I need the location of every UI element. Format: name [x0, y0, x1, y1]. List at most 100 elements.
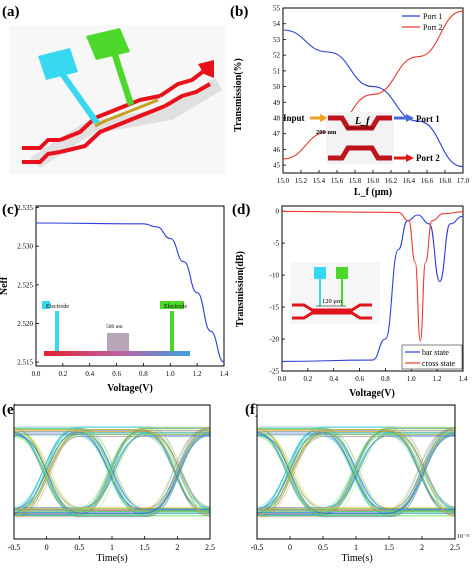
eye-e-xtick-label: 2 [175, 543, 179, 552]
chart-c-xtick-label: 0.0 [32, 370, 41, 378]
chart-b-xtick-label: 15.0 [277, 177, 290, 185]
chart-c-xtick-label: 0.4 [85, 370, 94, 378]
inset-stem-cyan [319, 279, 321, 306]
chart-b-ytick-label: 51 [273, 67, 281, 75]
inset-port2-arrowhead [406, 154, 414, 162]
chart-d-ytick-label: -15 [270, 304, 280, 312]
chart-b-xtick-label: 17.0 [457, 177, 470, 185]
eye-e-xtick-label: 0.5 [74, 543, 84, 552]
inset-port2-label: Port 2 [416, 153, 440, 163]
chart-b-xtick-label: 16.6 [421, 177, 434, 185]
inset-input-label: Input [283, 113, 305, 123]
legend-label-port1: Port 1 [423, 12, 442, 21]
xlabel-b: L_f (μm) [354, 187, 392, 198]
series-group-c [36, 223, 224, 362]
xlabel-c: Voltage(V) [107, 383, 153, 394]
chart-d-xtick-label: 0.4 [329, 375, 338, 383]
ylabel-b: Transmission(%) [233, 58, 244, 132]
chart-b-xtick-label: 15.8 [349, 177, 362, 185]
legend-label-cross-state: cross state [422, 359, 456, 368]
chart-b-xtick-label: 15.6 [331, 177, 344, 185]
eye-f-xtick-label: 1 [354, 543, 358, 552]
panel-b: (b) 15.0 15.2 15.4 15.6 15.8 16.0 16.2 16.4 16.6… [230, 4, 470, 198]
chart-b-xtick-label: 16.2 [385, 177, 398, 185]
chart-b-xtick-label: 15.4 [313, 177, 326, 185]
eye-f-xtick-label: 1.5 [384, 543, 394, 552]
ylabel-c: Neff [0, 276, 10, 295]
chart-b-ytick-label: 52 [273, 52, 281, 60]
legend-d: bar state cross state [402, 345, 462, 369]
inset-width-label: 200 nm [316, 129, 337, 136]
chart-b-xtick-label: 15.2 [295, 177, 308, 185]
legend-label-port2: Port 2 [423, 23, 442, 32]
eye-f-xtick-label: 0.5 [318, 543, 328, 552]
chart-b-ytick-label: 47 [273, 130, 281, 138]
panel-label-d: (d) [232, 202, 250, 218]
xlabel-f: Time(s) [341, 553, 372, 563]
chart-c-series-line-1 [36, 223, 224, 362]
chart-c-xtick-label: 0.8 [139, 370, 148, 378]
chart-d-xtick-label: 1.2 [433, 375, 442, 383]
eye-e-xtick-label: 1.5 [140, 543, 150, 552]
chart-b-ytick-label: 48 [273, 115, 281, 123]
chart-c-xtick-label: 0.2 [58, 370, 67, 378]
legend-b: Port 1 Port 2 [402, 12, 442, 32]
chart-b-ytick-label: 53 [273, 36, 281, 44]
xlabel-d: Voltage(V) [349, 388, 395, 399]
inset-electrode-label-right: Electrode [164, 304, 187, 310]
inset-port1-label: Port 1 [416, 114, 440, 124]
chart-b-xtick-label: 16.0 [367, 177, 380, 185]
inset-length-label: 120 μm [322, 298, 342, 305]
chart-d-xtick-label: 0.6 [355, 375, 364, 383]
chart-b-ytick-label: 55 [273, 5, 281, 13]
chart-c-ytick-label: 2.515 [17, 359, 33, 367]
chart-c-xtick-label: 1.0 [166, 370, 175, 378]
eye-e-xtick-label: 0 [45, 543, 49, 552]
chart-b-ytick-label: 45 [273, 162, 281, 170]
chart-b-ytick-label: 54 [273, 20, 281, 28]
chart-c-ytick-label: 2.525 [17, 281, 33, 289]
inset-electrode-label-left: Electrode [46, 304, 69, 310]
panel-a: (a) [2, 4, 225, 175]
inset-device-background [290, 262, 380, 324]
eye-f-xtick-label: 2 [420, 543, 424, 552]
legend-label-bar-state: bar state [422, 348, 449, 357]
inset-pcm-block [107, 333, 129, 353]
eye-e-xtick-label: -0.5 [8, 543, 21, 552]
chart-c-ytick-label: 2.535 [17, 204, 33, 212]
chart-d-ytick-label: -10 [270, 272, 280, 280]
inset-pad-cyan [314, 267, 326, 279]
panel-label-c: (c) [2, 202, 19, 218]
inset-d: 120 μm [290, 262, 380, 324]
chart-d-ytick-label: -20 [270, 336, 280, 344]
chart-d-ytick-label: -25 [270, 368, 280, 376]
chart-b-ytick-label: 50 [273, 83, 281, 91]
eye-e-xtick-label: 2.5 [205, 543, 215, 552]
chart-d-xtick-label: 1.0 [407, 375, 416, 383]
chart-b-xtick-label: 16.8 [439, 177, 452, 185]
inset-lf-label: L_f [354, 116, 371, 127]
chart-d-xtick-label: 0.2 [303, 375, 312, 383]
chart-d-ytick-label: -5 [273, 240, 279, 248]
chart-d-xtick-label: 1.4 [459, 375, 468, 383]
inset-c: Electrode Electrode 500 nm [42, 301, 190, 356]
chart-c-ytick-label: 2.530 [17, 243, 33, 251]
inset-width-label-c: 500 nm [106, 324, 123, 330]
chart-b-ytick-label: 49 [273, 99, 281, 107]
ylabel-d: Transmission(dB) [235, 251, 246, 327]
panel-label-b: (b) [230, 4, 248, 20]
plot-frame-c [36, 206, 224, 366]
inset-b: Input L_f 200 nm Port 1 Port 2 [283, 112, 440, 164]
chart-b-xtick-label: 16.4 [403, 177, 416, 185]
chart-c-xtick-label: 1.4 [220, 370, 229, 378]
eye-e-xtick-label: 1 [110, 543, 114, 552]
eye-f-xtick-label: -0.5 [251, 543, 264, 552]
chart-d-ytick-label: 0 [276, 208, 280, 216]
xlabel-e: Time(s) [96, 553, 127, 563]
x-exponent-f: 10⁻¹¹ [457, 534, 470, 540]
